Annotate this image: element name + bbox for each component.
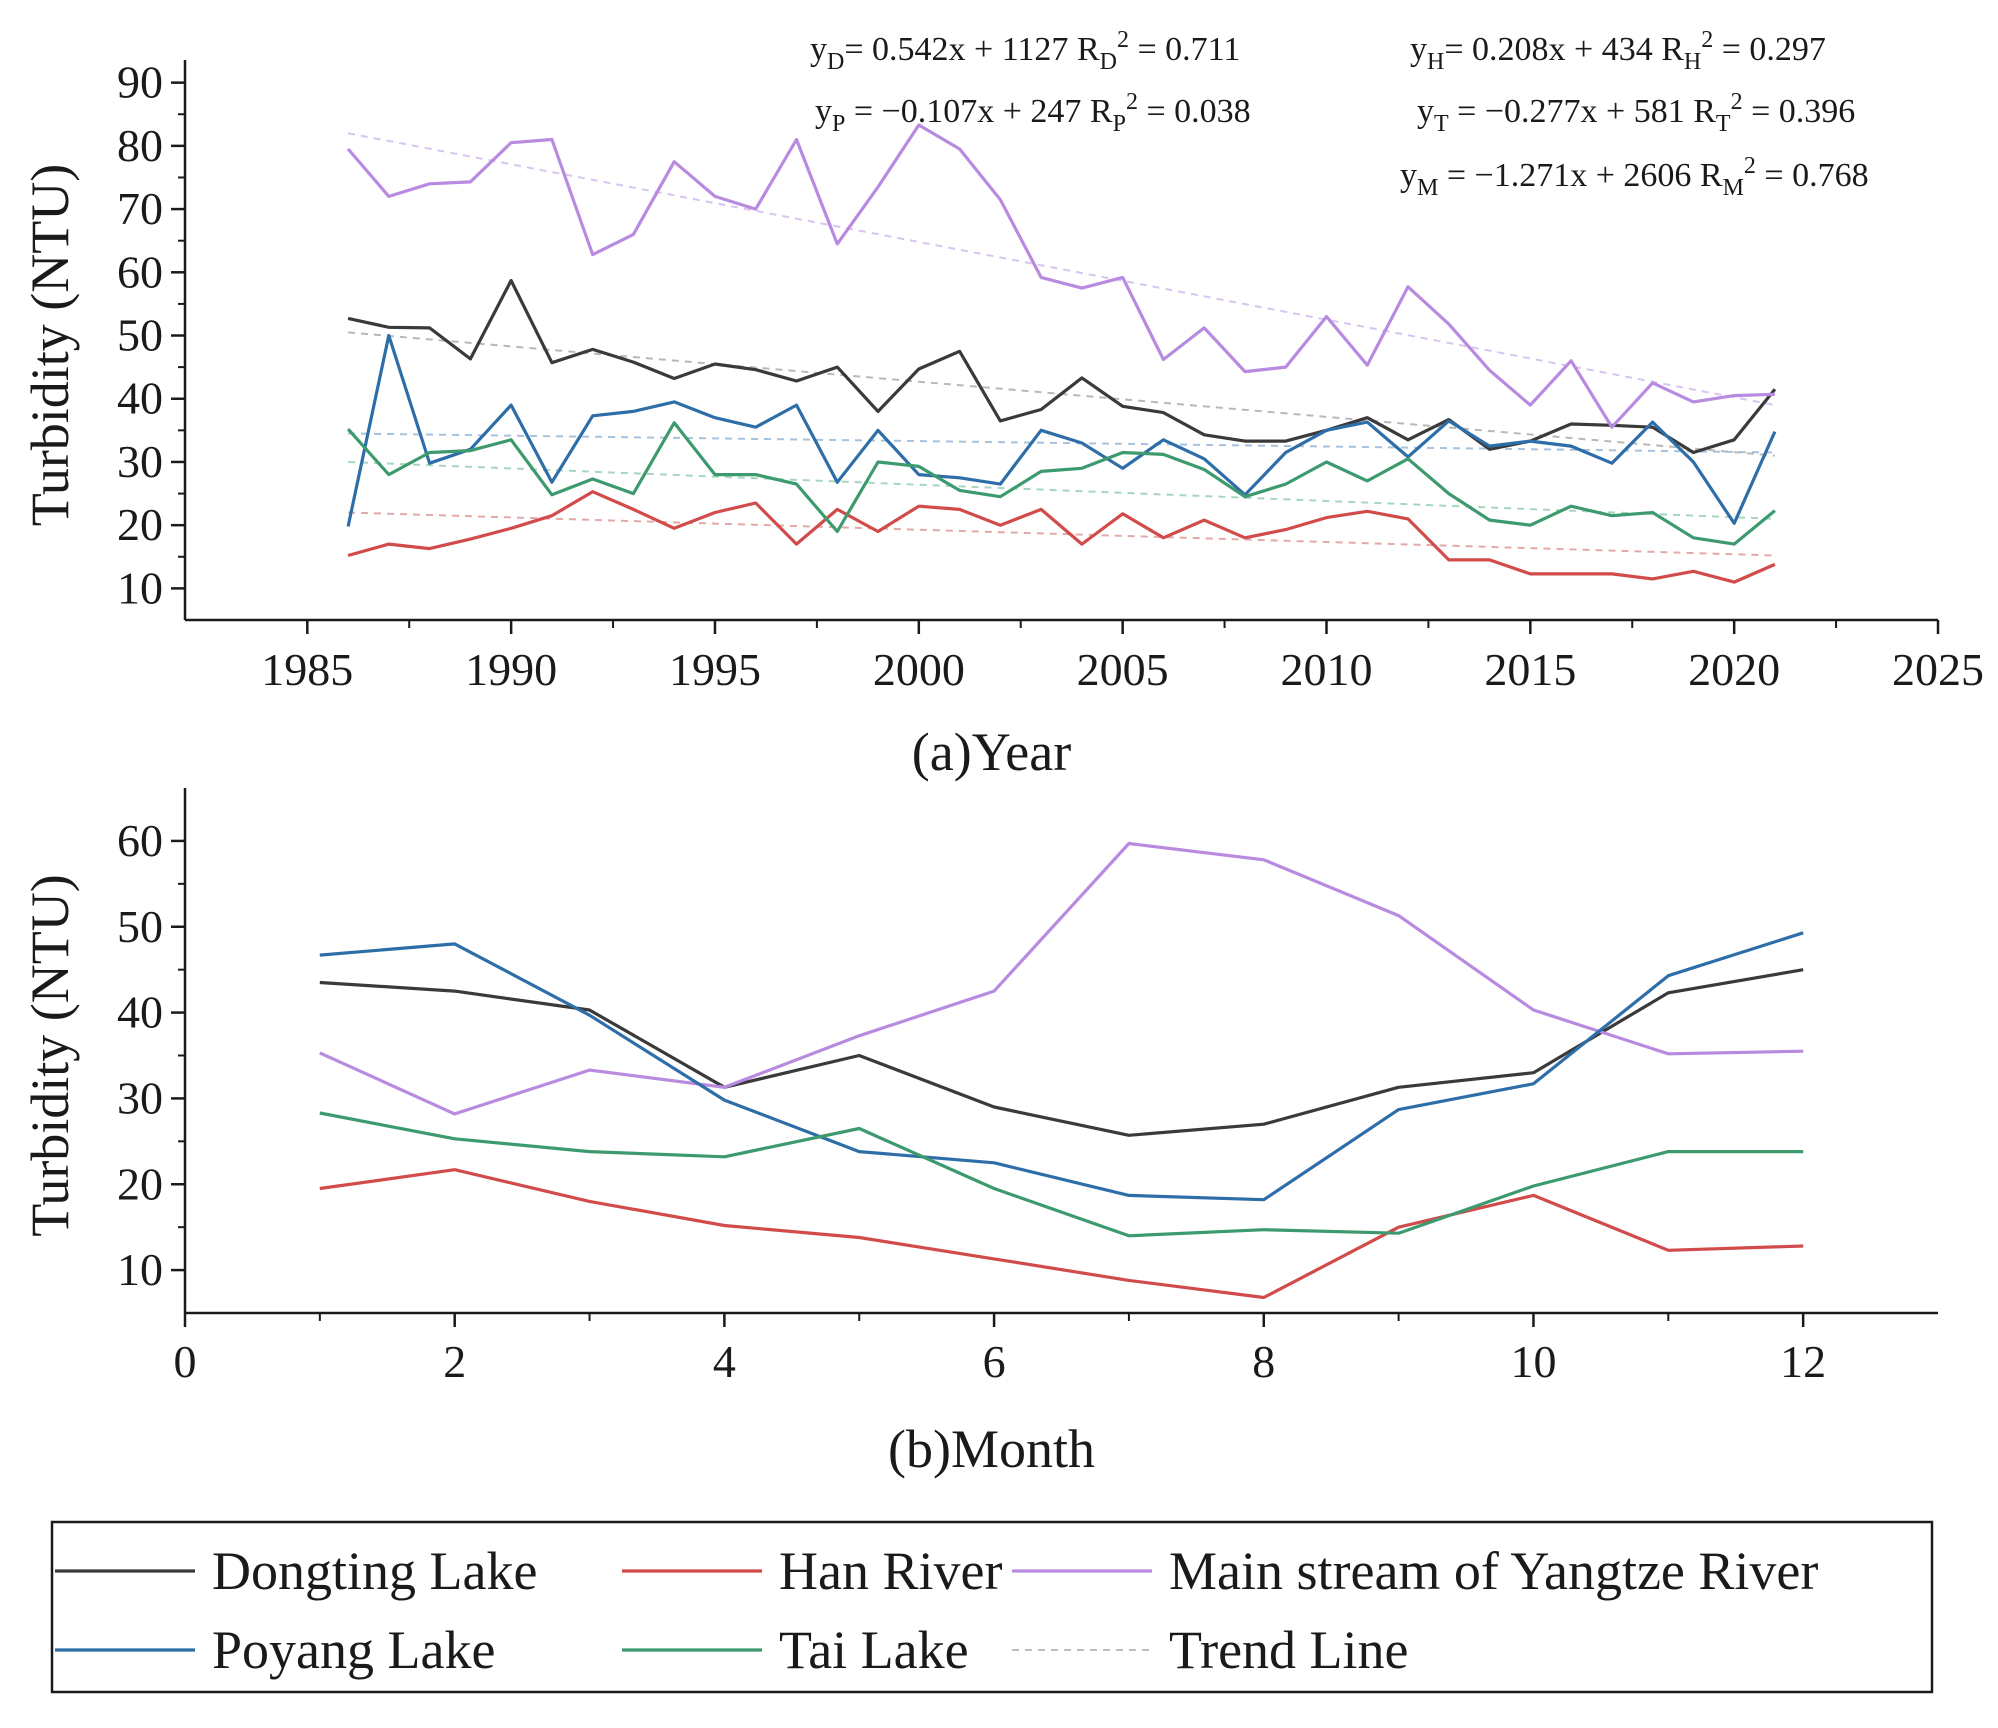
legend-label-trend-line: Trend Line [1169,1620,1409,1680]
panel-a-y-tick-label: 90 [117,57,163,108]
panel-b-y-tick-label: 50 [117,901,163,952]
legend-label-han-river: Han River [779,1541,1002,1601]
panel-a-x-tick-label: 1995 [669,644,761,695]
panel-b-series-line-poyang-lake [319,931,1804,1202]
equation-dongting: yD= 0.542x + 1127 RD2 = 0.711 [810,27,1240,75]
equation-tai: yT = −0.277x + 581 RT2 = 0.396 [1417,89,1855,137]
panel-a-y-tick-label: 40 [117,373,163,424]
panel-a-x-tick-label: 1990 [465,644,557,695]
panel-a-series-line-dongting-lake [347,278,1777,455]
panel-b-y-tick-label: 10 [117,1244,163,1295]
equation-han: yH= 0.208x + 434 RH2 = 0.297 [1410,27,1826,75]
panel-a-y-axis-title: Turbidity (NTU) [20,164,80,527]
panel-b-y-tick-label: 40 [117,987,163,1038]
panel-b-series-line-han-river [319,1168,1804,1300]
panel-b-x-tick-label: 4 [713,1336,736,1387]
equation-poyang: yP = −0.107x + 247 RP2 = 0.038 [815,89,1251,137]
panel-b-x-tick-label: 0 [174,1336,197,1387]
panel-a-series-line-tai-lake [346,421,1776,546]
legend-label-tai-lake: Tai Lake [779,1620,969,1680]
panel-a-x-axis-title: (a)Year [912,722,1071,782]
panel-a-y-tick-label: 80 [117,120,163,171]
legend-box [50,1520,1934,1694]
panel-a-x-tick-label: 2020 [1688,644,1780,695]
panel-a-year-chart: 10 20 30 40 50 60 70 80 90 1985 1990 1995 2000 2005 20… [20,27,1984,782]
panel-b-x-tick-label: 6 [983,1336,1006,1387]
panel-b-y-tick-label: 20 [117,1158,163,1209]
panel-a-x-tick-label: 2000 [873,644,965,695]
panel-a-trend-line-poyang-lake [348,432,1775,454]
legend-label-poyang-lake: Poyang Lake [212,1620,495,1680]
panel-b-series-line-dongting-lake [319,968,1804,1137]
legend-label-main-stream-of-yangtze-river: Main stream of Yangtze River [1169,1541,1818,1601]
panel-a-y-tick-label: 20 [117,499,163,550]
panel-a-y-tick-label: 70 [117,183,163,234]
panel-b-x-tick-label: 10 [1510,1336,1556,1387]
panel-a-trend-line-main-stream-of-yangtze-river [347,132,1776,407]
panel-a-x-tick-label: 2015 [1484,644,1576,695]
panel-a-series-line-poyang-lake [346,333,1777,527]
legend-label-dongting-lake: Dongting Lake [212,1541,537,1601]
panel-a-x-tick-label: 2025 [1892,644,1984,695]
panel-a-x-tick-label: 2005 [1077,644,1169,695]
panel-a-series-line-main-stream-of-yangtze-river [346,123,1775,429]
panel-a-y-tick-label: 50 [117,310,163,361]
panel-b-series-line-main-stream-of-yangtze-river [319,841,1804,1116]
equation-main: yM = −1.271x + 2606 RM2 = 0.768 [1400,153,1869,201]
panel-b-month-chart: 10 20 30 40 50 60 0 2 4 6 8 10 12 (b)Month Turbidity (… [20,788,1938,1479]
panel-a-x-tick-label: 2010 [1280,644,1372,695]
panel-a-x-tick-label: 1985 [261,644,353,695]
panel-b-series-line-tai-lake [319,1111,1804,1238]
panel-a-y-tick-label: 60 [117,246,163,297]
panel-b-x-tick-label: 12 [1780,1336,1826,1387]
panel-b-y-tick-label: 30 [117,1072,163,1123]
panel-b-y-axis-title: Turbidity (NTU) [20,874,80,1237]
panel-a-series-line-han-river [347,490,1776,584]
panel-b-x-tick-label: 8 [1252,1336,1275,1387]
panel-a-y-tick-label: 10 [117,562,163,613]
panel-a-trend-line-tai-lake [348,460,1775,520]
legend: Dongting Lake Han River Main stream of Yan… [50,1520,1934,1694]
panel-a-trend-line-han-river [348,511,1775,557]
panel-a-y-tick-label: 30 [117,436,163,487]
panel-b-y-tick-label: 60 [117,815,163,866]
panel-b-x-axis-title: (b)Month [888,1419,1095,1479]
panel-b-x-tick-label: 2 [443,1336,466,1387]
